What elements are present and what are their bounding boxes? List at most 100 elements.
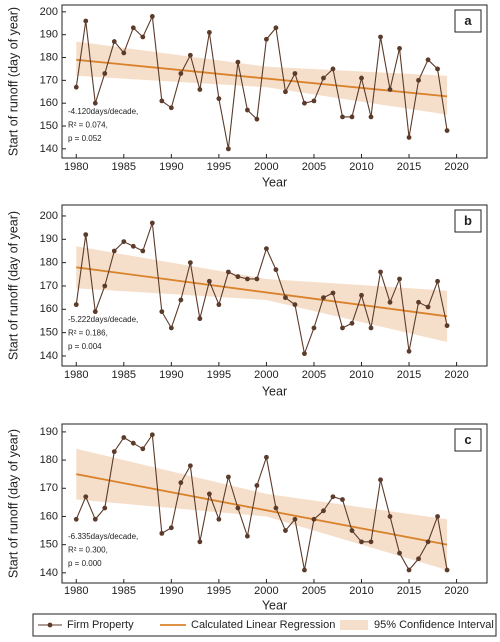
data-point — [187, 260, 193, 266]
plot-frame — [61, 423, 488, 584]
data-point — [206, 278, 212, 284]
regression-line — [76, 473, 448, 546]
data-point — [83, 494, 89, 500]
data-point — [206, 30, 212, 35]
annotation: R² = 0.186, — [68, 329, 108, 338]
data-point — [359, 292, 364, 298]
data-point — [140, 34, 146, 40]
data-point — [140, 446, 146, 452]
data-point — [283, 295, 288, 301]
x-tick-label: 1980 — [64, 161, 88, 173]
data-point — [321, 295, 326, 301]
data-point — [92, 309, 98, 315]
data-point — [368, 539, 374, 545]
x-axis-label: Year — [262, 598, 287, 612]
y-tick-label: 170 — [40, 280, 58, 292]
data-point — [92, 100, 98, 106]
data-point — [121, 239, 127, 245]
data-point — [387, 87, 393, 92]
y-axis-label: Start of runoff (day of year) — [6, 211, 20, 360]
data-point — [378, 34, 383, 40]
data-point — [178, 297, 184, 303]
data-point — [168, 105, 174, 111]
data-point — [159, 530, 165, 536]
annotation: -4.120days/decade, — [68, 107, 138, 116]
data-point — [387, 299, 393, 305]
data-point — [111, 449, 117, 455]
data-point — [283, 528, 288, 533]
data-point — [83, 18, 89, 24]
x-tick-label: 2010 — [349, 161, 373, 173]
data-point — [349, 528, 355, 533]
data-point — [168, 525, 174, 531]
x-tick-label: 2020 — [444, 369, 468, 381]
panel-letter-box — [454, 428, 482, 452]
data-point — [273, 267, 279, 273]
data-line — [75, 14, 448, 149]
x-tick-label: 2010 — [349, 369, 373, 381]
y-tick-label: 180 — [40, 257, 58, 269]
data-point — [149, 14, 155, 19]
panel-letter: a — [464, 13, 472, 28]
data-point — [444, 128, 450, 133]
data-point — [264, 36, 269, 42]
data-point — [121, 50, 127, 56]
data-point — [349, 320, 355, 326]
data-point — [254, 116, 260, 122]
x-axis-label: Year — [262, 384, 287, 398]
data-point — [397, 276, 402, 282]
data-point — [340, 114, 345, 120]
x-axis-label: Year — [262, 175, 287, 189]
data-point — [216, 516, 222, 522]
data-point — [102, 71, 108, 76]
data-point — [225, 146, 231, 152]
x-tick-label: 2015 — [397, 585, 421, 597]
x-tick-label: 1980 — [64, 369, 88, 381]
data-point — [292, 302, 298, 308]
x-tick-label: 2010 — [349, 585, 373, 597]
data-point — [264, 454, 269, 460]
x-tick-label: 1995 — [207, 369, 231, 381]
data-point — [416, 299, 421, 305]
data-point — [121, 435, 127, 440]
data-point — [435, 514, 440, 519]
y-tick-label: 190 — [40, 29, 58, 41]
data-point — [387, 514, 393, 519]
data-point — [378, 477, 383, 483]
data-point — [368, 325, 374, 331]
data-point — [83, 232, 89, 238]
data-line — [75, 222, 448, 356]
data-line — [75, 433, 448, 571]
data-point — [149, 220, 155, 226]
y-tick-label: 160 — [40, 97, 58, 109]
data-point — [225, 269, 231, 275]
legend-frame — [32, 613, 497, 637]
data-point — [235, 274, 241, 280]
confidence-band — [76, 246, 448, 342]
x-tick-label: 1990 — [159, 585, 183, 597]
data-point — [225, 474, 231, 480]
legend-entry: 95% Confidence Interval — [374, 619, 494, 631]
data-point — [206, 491, 212, 497]
data-point — [245, 276, 250, 282]
y-tick-label: 190 — [40, 233, 58, 245]
data-point — [378, 269, 383, 275]
x-tick-label: 1980 — [64, 585, 88, 597]
data-point — [149, 432, 155, 438]
data-point — [102, 505, 108, 511]
data-point — [235, 59, 241, 65]
data-point — [235, 505, 241, 511]
annotation: -6.335days/decade, — [68, 532, 138, 541]
regression-line — [76, 266, 448, 318]
data-point — [340, 497, 345, 502]
data-point — [321, 75, 326, 81]
data-point — [425, 539, 431, 545]
annotation: -5.222days/decade, — [68, 315, 138, 324]
data-point — [102, 283, 108, 289]
y-tick-label: 170 — [40, 74, 58, 86]
annotation: p = 0.004 — [68, 342, 102, 351]
legend-entry: Firm Property — [67, 619, 134, 631]
data-point — [168, 325, 174, 331]
x-tick-label: 2015 — [397, 161, 421, 173]
panel-letter: c — [464, 432, 471, 447]
